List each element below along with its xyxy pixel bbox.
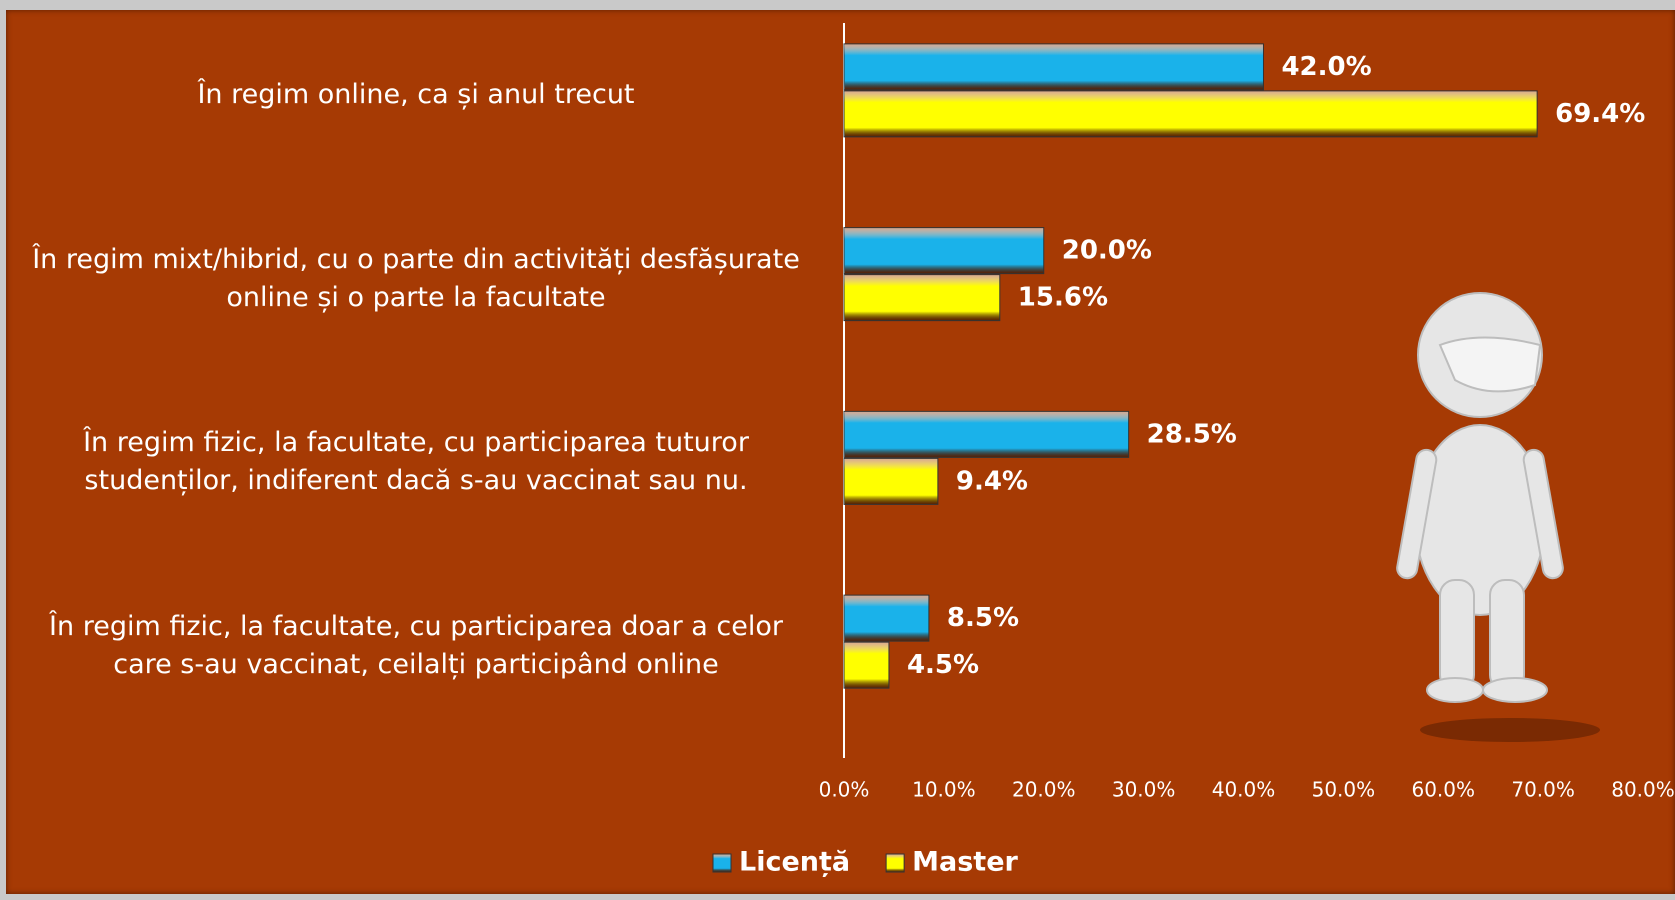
value-label: 69.4% bbox=[1555, 99, 1645, 129]
bar bbox=[844, 44, 1263, 90]
value-label: 15.6% bbox=[1018, 283, 1108, 313]
x-tick-label: 10.0% bbox=[912, 778, 976, 802]
category-label: În regim fizic, la facultate, cu partici… bbox=[16, 608, 816, 684]
x-tick-label: 40.0% bbox=[1212, 778, 1276, 802]
bar bbox=[844, 458, 938, 504]
category-label: În regim fizic, la facultate, cu partici… bbox=[16, 424, 816, 500]
value-label: 28.5% bbox=[1147, 419, 1237, 449]
bar bbox=[844, 91, 1537, 137]
x-tick-label: 60.0% bbox=[1411, 778, 1475, 802]
legend-label: Master bbox=[912, 847, 1018, 878]
bar bbox=[844, 642, 889, 688]
legend-swatch bbox=[713, 854, 731, 872]
legend-swatch bbox=[886, 854, 904, 872]
bar bbox=[844, 595, 929, 641]
value-label: 20.0% bbox=[1062, 236, 1152, 266]
figure-illustration bbox=[1396, 293, 1600, 742]
category-label: În regim online, ca și anul trecut bbox=[16, 76, 816, 114]
x-tick-label: 50.0% bbox=[1312, 778, 1376, 802]
category-label: În regim mixt/hibrid, cu o parte din act… bbox=[16, 241, 816, 317]
value-label: 4.5% bbox=[907, 650, 979, 680]
bar bbox=[844, 411, 1129, 457]
value-label: 9.4% bbox=[956, 466, 1028, 496]
x-tick-label: 30.0% bbox=[1112, 778, 1176, 802]
value-label: 42.0% bbox=[1281, 52, 1371, 82]
x-tick-label: 80.0% bbox=[1611, 778, 1675, 802]
bar bbox=[844, 228, 1044, 274]
x-tick-label: 20.0% bbox=[1012, 778, 1076, 802]
x-tick-label: 0.0% bbox=[819, 778, 870, 802]
x-tick-label: 70.0% bbox=[1511, 778, 1575, 802]
bar bbox=[844, 275, 1000, 321]
value-label: 8.5% bbox=[947, 603, 1019, 633]
legend-label: Licență bbox=[739, 847, 850, 878]
